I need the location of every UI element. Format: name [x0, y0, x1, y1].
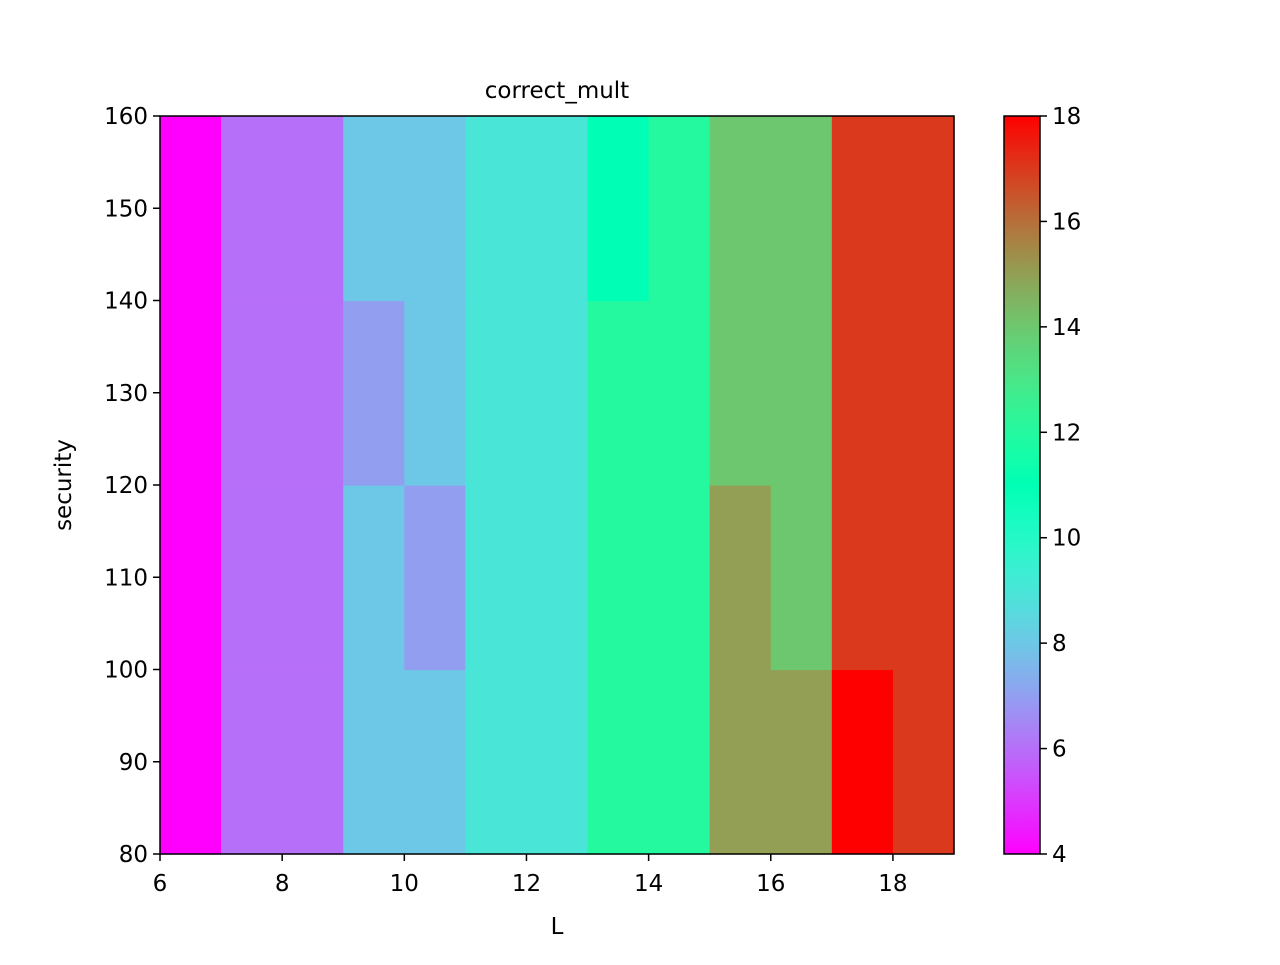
- heatmap-cell: [282, 300, 344, 486]
- heatmap-cell: [343, 669, 405, 855]
- heatmap-cell: [892, 300, 955, 486]
- x-tick-label: 14: [634, 871, 663, 897]
- heatmap-cell: [465, 116, 528, 302]
- x-tick-label: 10: [390, 871, 419, 897]
- heatmap-cell: [648, 300, 711, 486]
- x-tick-label: 8: [275, 871, 290, 897]
- y-tick-label: 150: [104, 196, 148, 222]
- heatmap-cell: [709, 485, 772, 671]
- y-tick-label: 100: [104, 658, 148, 684]
- heatmap-cell: [892, 669, 955, 855]
- heatmap-cell: [465, 300, 528, 486]
- colorbar-tick-label: 10: [1052, 526, 1081, 552]
- colorbar: [1004, 116, 1040, 854]
- heatmap-cell: [709, 300, 772, 486]
- y-tick-label: 110: [104, 565, 148, 591]
- heatmap-cell: [587, 300, 650, 486]
- y-tick-label: 130: [104, 381, 148, 407]
- heatmap-cell: [343, 116, 405, 302]
- heatmap-cells: [160, 116, 955, 855]
- heatmap-cell: [892, 485, 955, 671]
- heatmap-cell: [404, 485, 466, 671]
- heatmap-cell: [831, 485, 894, 671]
- heatmap-cell: [709, 669, 772, 855]
- heatmap-cell: [343, 485, 405, 671]
- heatmap-cell: [282, 485, 344, 671]
- heatmap-cell: [343, 300, 405, 486]
- heatmap-cell: [404, 669, 466, 855]
- x-axis-label: L: [551, 914, 564, 940]
- colorbar-tick-label: 14: [1052, 315, 1081, 341]
- y-tick-label: 160: [104, 104, 148, 130]
- chart-title: correct_mult: [485, 78, 629, 104]
- x-tick-label: 16: [756, 871, 785, 897]
- heatmap-cell: [526, 300, 589, 486]
- heatmap-cell: [831, 116, 894, 302]
- heatmap-cell: [465, 485, 528, 671]
- heatmap-cell: [404, 300, 466, 486]
- heatmap-cell: [160, 116, 222, 302]
- colorbar-tick-label: 6: [1052, 737, 1067, 763]
- heatmap-cell: [221, 669, 283, 855]
- heatmap-cell: [160, 300, 222, 486]
- heatmap-cell: [709, 116, 772, 302]
- heatmap-cell: [526, 669, 589, 855]
- heatmap-cell: [526, 116, 589, 302]
- heatmap-cell: [587, 116, 650, 302]
- heatmap-cell: [648, 116, 711, 302]
- heatmap-cell: [587, 485, 650, 671]
- y-tick-label: 90: [119, 750, 148, 776]
- heatmap-cell: [587, 669, 650, 855]
- heatmap-cell: [160, 669, 222, 855]
- heatmap-cell: [526, 485, 589, 671]
- heatmap-cell: [648, 669, 711, 855]
- y-axis-label: security: [51, 439, 77, 531]
- y-tick-label: 140: [104, 289, 148, 315]
- heatmap-cell: [404, 116, 466, 302]
- heatmap-cell: [221, 116, 283, 302]
- colorbar-ticks: 4 6 8 10 12 14 16 18: [1040, 104, 1081, 868]
- heatmap-cell: [282, 116, 344, 302]
- heatmap-cell: [160, 485, 222, 671]
- colorbar-tick-label: 8: [1052, 631, 1067, 657]
- colorbar-tick-label: 4: [1052, 842, 1067, 868]
- heatmap-cell: [770, 485, 833, 671]
- x-axis: 6 8 10 12 14 16 18: [153, 854, 908, 897]
- heatmap-cell: [831, 300, 894, 486]
- colorbar-tick-label: 16: [1052, 209, 1081, 235]
- x-tick-label: 12: [512, 871, 541, 897]
- heatmap-cell: [221, 485, 283, 671]
- y-tick-label: 80: [119, 842, 148, 868]
- heatmap-cell: [770, 669, 833, 855]
- colorbar-tick-label: 18: [1052, 104, 1081, 130]
- heatmap-cell: [770, 116, 833, 302]
- y-axis: 80 90 100 110 120 130 140 150 160: [104, 104, 160, 868]
- heatmap-cell: [770, 300, 833, 486]
- heatmap-cell: [892, 116, 955, 302]
- heatmap-cell: [221, 300, 283, 486]
- heatmap-cell: [465, 669, 528, 855]
- y-tick-label: 120: [104, 473, 148, 499]
- colorbar-tick-label: 12: [1052, 420, 1081, 446]
- heatmap-cell: [282, 669, 344, 855]
- x-tick-label: 18: [878, 871, 907, 897]
- colorbar-frame: [1003, 115, 1041, 855]
- x-tick-label: 6: [153, 871, 168, 897]
- heatmap-cell: [648, 485, 711, 671]
- heatmap-cell: [831, 669, 894, 855]
